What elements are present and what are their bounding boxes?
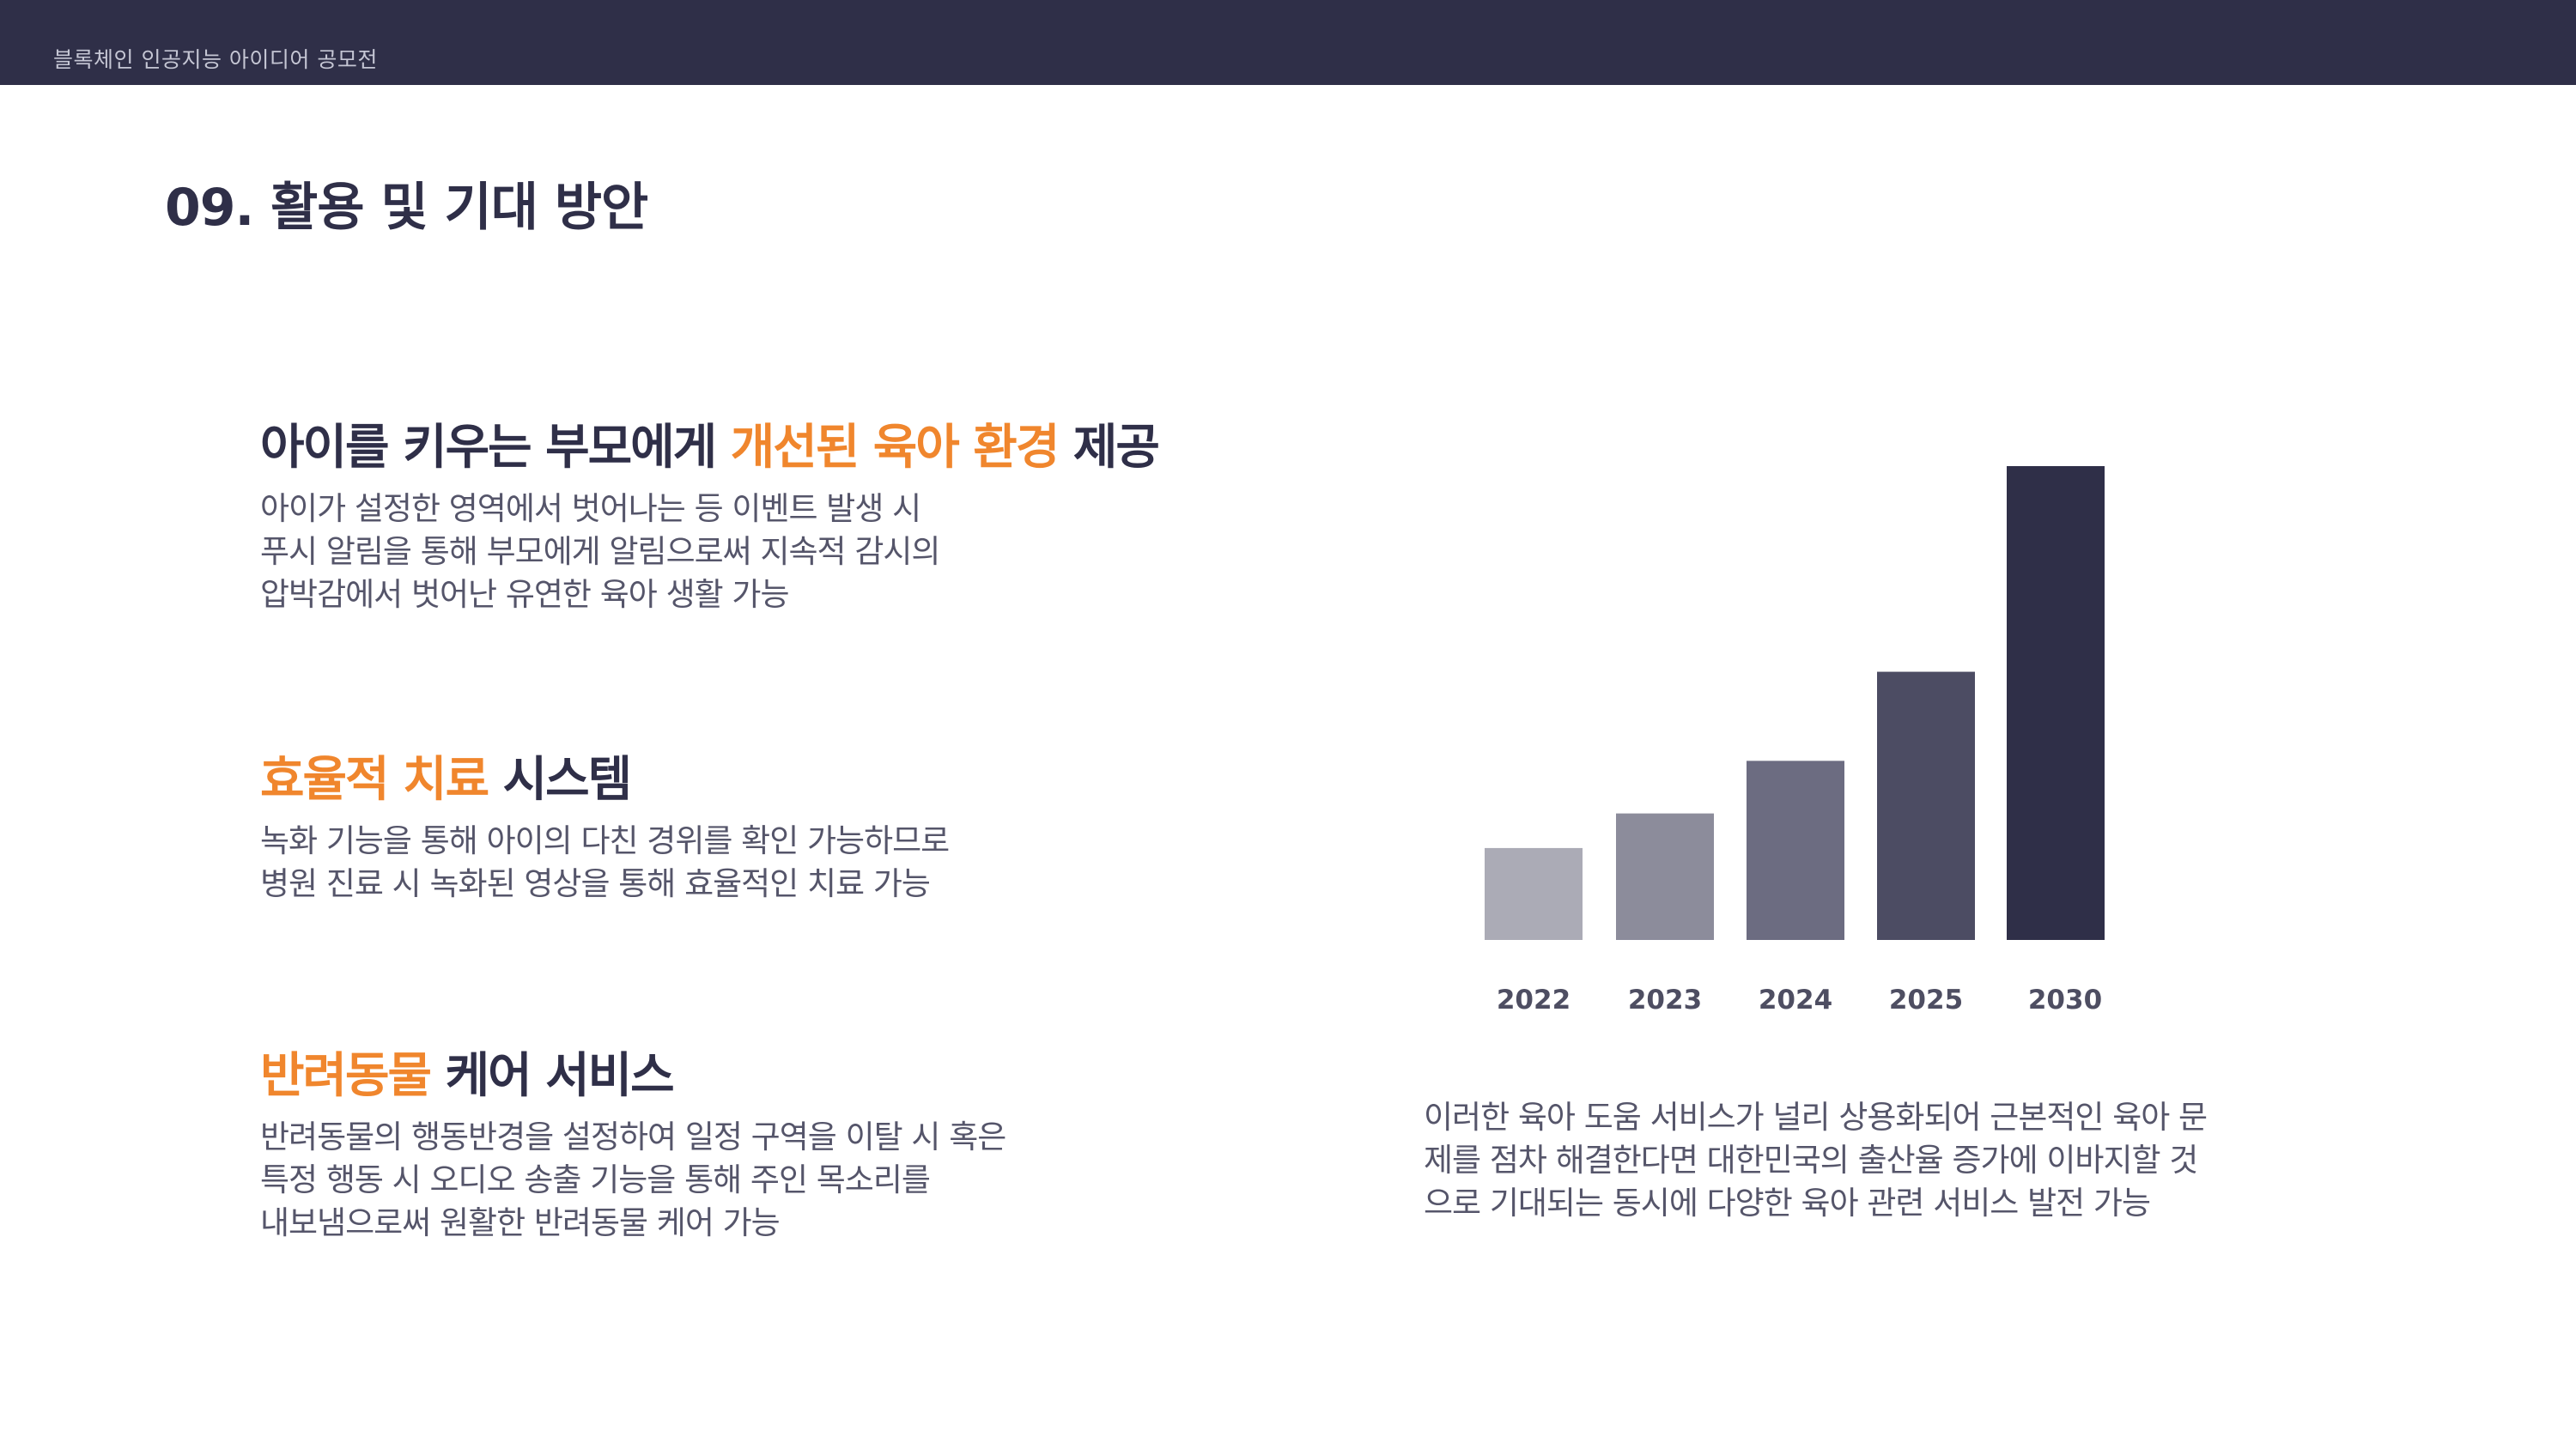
feature-treatment: 효율적 치료 시스템 녹화 기능을 통해 아이의 다친 경위를 확인 가능하므로…: [260, 752, 950, 906]
heading-accent: 효율적 치료: [260, 752, 489, 808]
summary-text: 이러한 육아 도움 서비스가 널리 상용화되어 근본적인 육아 문 제를 점차 …: [1424, 1096, 2208, 1225]
description-line: 푸시 알림을 통해 부모에게 알림으로써 지속적 감시의: [260, 533, 940, 571]
x-tick-label: 2030: [2028, 985, 2102, 1016]
x-tick-label: 2025: [1889, 985, 1963, 1016]
heading-text: 케어 서비스: [430, 1048, 675, 1104]
x-tick-label: 2023: [1628, 985, 1702, 1016]
bar-2022: [1485, 847, 1583, 940]
heading-accent: 개선된 육아 환경: [730, 420, 1060, 476]
heading-text: 제공: [1058, 420, 1160, 476]
feature-pet-care: 반려동물 케어 서비스 반려동물의 행동반경을 설정하여 일정 구역을 이탈 시…: [260, 1048, 1006, 1245]
top-bar: 블록체인 인공지능 아이디어 공모전: [0, 0, 2576, 85]
description-line: 내보냄으로써 원활한 반려동물 케어 가능: [260, 1204, 781, 1242]
description-line: 반려동물의 행동반경을 설정하여 일정 구역을 이탈 시 혹은: [260, 1119, 1006, 1156]
bar-2024: [1747, 761, 1844, 940]
feature-description: 녹화 기능을 통해 아이의 다친 경위를 확인 가능하므로 병원 진료 시 녹화…: [260, 820, 950, 906]
feature-parenting: 아이를 키우는 부모에게 개선된 육아 환경 제공 아이가 설정한 영역에서 벗…: [260, 420, 1160, 616]
heading-text: 시스템: [488, 752, 633, 808]
description-line: 아이가 설정한 영역에서 벗어나는 등 이벤트 발생 시: [260, 490, 921, 528]
heading-text: 아이를 키우는 부모에게: [260, 420, 731, 476]
x-tick-label: 2022: [1497, 985, 1571, 1016]
summary-line: 으로 기대되는 동시에 다양한 육아 관련 서비스 발전 가능: [1424, 1185, 2151, 1222]
summary-line: 제를 점차 해결한다면 대한민국의 출산율 증가에 이바지할 것: [1424, 1142, 2198, 1179]
page-title: 09. 활용 및 기대 방안: [165, 178, 648, 238]
feature-description: 반려동물의 행동반경을 설정하여 일정 구역을 이탈 시 혹은 특정 행동 시 …: [260, 1116, 1006, 1245]
summary-line: 이러한 육아 도움 서비스가 널리 상용화되어 근본적인 육아 문: [1424, 1099, 2208, 1136]
bar-2025: [1877, 671, 1975, 940]
bar-2030: [2007, 466, 2105, 940]
bar-2023: [1616, 813, 1714, 940]
description-line: 특정 행동 시 오디오 송출 기능을 통해 주인 목소리를: [260, 1161, 931, 1199]
description-line: 녹화 기능을 통해 아이의 다친 경위를 확인 가능하므로: [260, 822, 950, 860]
feature-heading: 아이를 키우는 부모에게 개선된 육아 환경 제공: [260, 420, 1160, 476]
description-line: 압박감에서 벗어난 유연한 육아 생활 가능: [260, 576, 789, 614]
feature-heading: 반려동물 케어 서비스: [260, 1048, 1005, 1104]
x-tick-label: 2024: [1759, 985, 1832, 1016]
feature-heading: 효율적 치료 시스템: [260, 752, 949, 808]
presentation-title: 블록체인 인공지능 아이디어 공모전: [53, 47, 378, 72]
feature-description: 아이가 설정한 영역에서 벗어나는 등 이벤트 발생 시 푸시 알림을 통해 부…: [260, 488, 1158, 616]
heading-accent: 반려동물: [260, 1048, 432, 1104]
description-line: 병원 진료 시 녹화된 영상을 통해 효율적인 치료 가능: [260, 865, 931, 903]
